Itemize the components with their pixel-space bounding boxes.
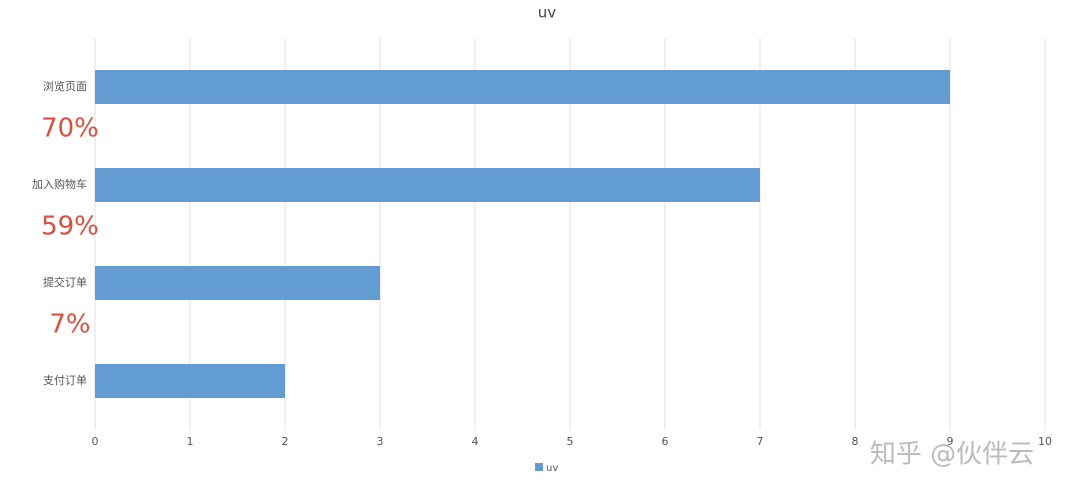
chart-title: uv	[538, 4, 557, 22]
legend-label: uv	[546, 463, 558, 474]
x-tick-label: 1	[187, 435, 194, 448]
x-tick-label: 6	[662, 435, 669, 448]
x-tick-label: 9	[947, 435, 954, 448]
watermark: 知乎 @伙伴云	[870, 440, 1034, 470]
x-tick-label: 3	[377, 435, 384, 448]
y-tick-label: 支付订单	[43, 374, 87, 387]
x-tick-label: 8	[852, 435, 859, 448]
y-tick-label: 浏览页面	[43, 79, 87, 93]
x-tick-label: 10	[1038, 435, 1052, 448]
x-tick-label: 0	[92, 435, 99, 448]
bar	[95, 70, 950, 104]
y-tick-label: 加入购物车	[32, 177, 87, 191]
annotation: 7%	[49, 310, 90, 340]
x-tick-label: 2	[282, 435, 289, 448]
bar	[95, 168, 760, 202]
x-tick-label: 7	[757, 435, 764, 448]
y-tick-label: 提交订单	[43, 275, 87, 289]
x-tick-label: 4	[472, 435, 479, 448]
annotation: 70%	[41, 114, 99, 144]
bar	[95, 266, 380, 300]
bar	[95, 364, 285, 398]
legend-swatch	[535, 463, 543, 471]
x-tick-label: 5	[567, 435, 574, 448]
annotation: 59%	[41, 212, 99, 242]
